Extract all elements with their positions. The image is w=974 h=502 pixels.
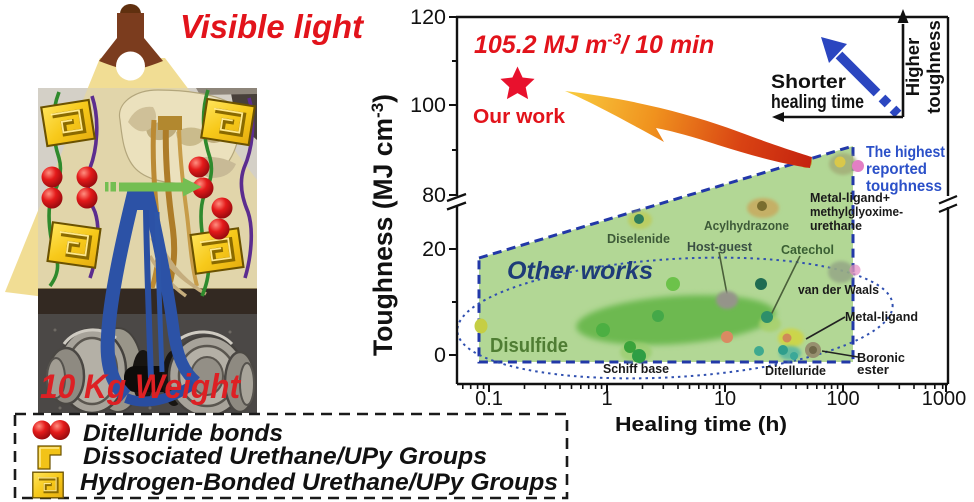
svg-text:80: 80	[422, 183, 446, 207]
svg-text:Dissociated Urethane/UPy Group: Dissociated Urethane/UPy Groups	[83, 443, 487, 470]
svg-text:Host-guest: Host-guest	[687, 240, 753, 254]
svg-text:120: 120	[410, 5, 446, 29]
svg-text:Diselenide: Diselenide	[607, 232, 670, 246]
svg-text:ester: ester	[857, 363, 889, 377]
svg-text:Catechol: Catechol	[781, 243, 834, 257]
svg-text:Ditelluride: Ditelluride	[765, 364, 826, 378]
svg-text:Our work: Our work	[473, 106, 566, 128]
svg-text:Toughness (MJ cm-3): Toughness (MJ cm-3)	[368, 94, 398, 356]
svg-text:Metal-ligand: Metal-ligand	[845, 310, 918, 324]
svg-text:105.2 MJ m-3/ 10 min: 105.2 MJ m-3/ 10 min	[474, 31, 714, 59]
svg-text:Ditelluride bonds: Ditelluride bonds	[83, 420, 283, 447]
svg-text:methylglyoxime-: methylglyoxime-	[810, 205, 903, 219]
svg-text:van der Waals: van der Waals	[798, 283, 879, 297]
svg-text:10: 10	[714, 388, 736, 410]
svg-text:10 Kg Weight: 10 Kg Weight	[40, 368, 242, 406]
svg-text:Acylhydrazone: Acylhydrazone	[704, 219, 789, 233]
svg-text:20: 20	[422, 237, 446, 261]
svg-text:Other works: Other works	[507, 257, 653, 285]
svg-text:100: 100	[826, 388, 859, 410]
svg-text:1: 1	[601, 388, 612, 410]
svg-text:0.1: 0.1	[475, 388, 503, 410]
svg-text:reported: reported	[866, 161, 927, 178]
svg-text:toughness: toughness	[866, 178, 942, 195]
svg-text:Shorter: Shorter	[771, 72, 847, 93]
svg-text:0: 0	[434, 343, 446, 367]
svg-text:Schiff base: Schiff base	[603, 362, 669, 376]
svg-text:100: 100	[410, 93, 446, 117]
svg-text:Hydrogen-Bonded Urethane/UPy G: Hydrogen-Bonded Urethane/UPy Groups	[80, 469, 558, 496]
svg-text:Metal-ligand+: Metal-ligand+	[810, 191, 890, 205]
svg-text:toughness: toughness	[923, 20, 944, 114]
svg-text:Visible light: Visible light	[180, 8, 365, 45]
svg-text:Disulfide: Disulfide	[490, 335, 568, 357]
svg-text:Healing time (h): Healing time (h)	[615, 414, 787, 436]
svg-text:urethane: urethane	[810, 219, 862, 233]
svg-text:Boronic: Boronic	[857, 351, 905, 365]
svg-text:Higher: Higher	[902, 38, 923, 97]
svg-text:The highest: The highest	[866, 144, 945, 161]
svg-text:healing time: healing time	[771, 92, 864, 113]
svg-text:1000: 1000	[922, 388, 967, 410]
